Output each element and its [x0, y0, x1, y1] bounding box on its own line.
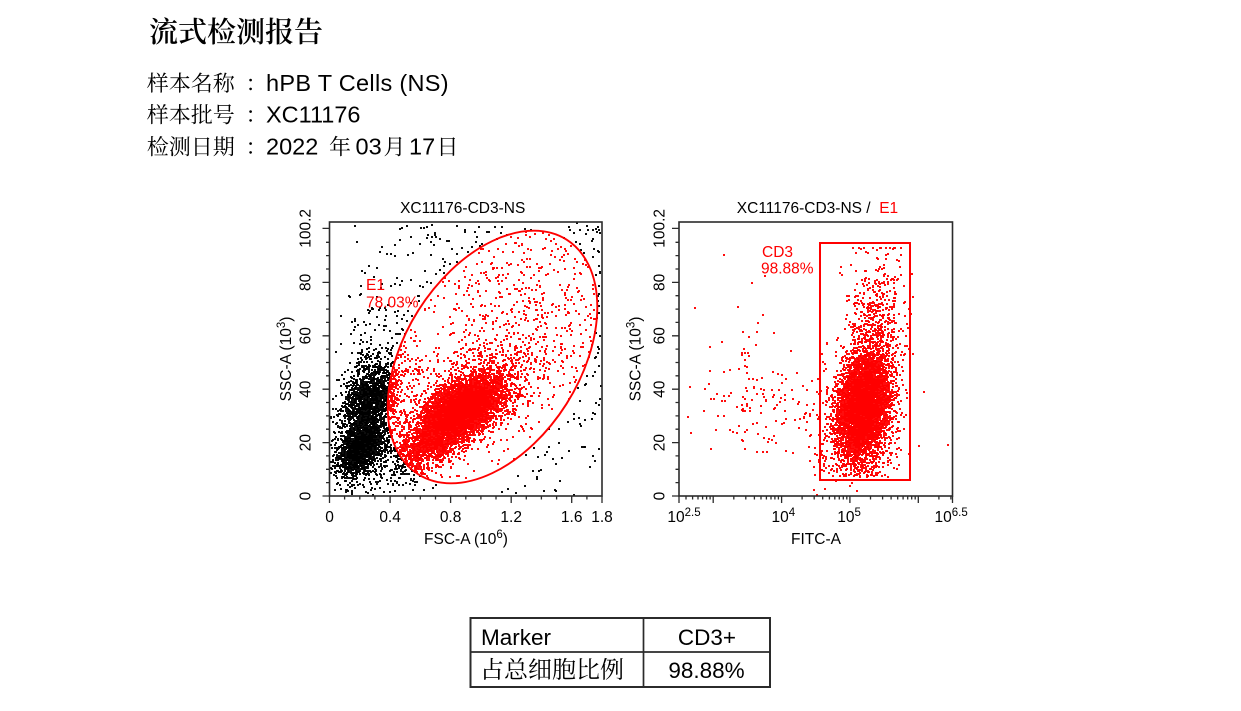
svg-text:XC11176-CD3-NS / E1: XC11176-CD3-NS / E1	[737, 200, 898, 217]
svg-text:FSC-A (106): FSC-A (106)	[424, 529, 508, 548]
svg-text:60: 60	[298, 327, 315, 345]
svg-text:1.8: 1.8	[591, 509, 613, 526]
svg-text:105: 105	[837, 507, 861, 526]
svg-text:60: 60	[652, 327, 669, 345]
svg-text:20: 20	[298, 434, 315, 452]
svg-text:CD3: CD3	[762, 244, 793, 261]
svg-text:XC11176: XC11176	[266, 102, 361, 128]
svg-text:106.5: 106.5	[935, 507, 968, 526]
svg-text:CD3+: CD3+	[678, 625, 736, 650]
svg-text:40: 40	[298, 380, 315, 398]
svg-text:78.03%: 78.03%	[366, 295, 419, 312]
svg-text:1.2: 1.2	[500, 509, 522, 526]
svg-text:0.8: 0.8	[440, 509, 462, 526]
svg-text:hPB T Cells (NS): hPB T Cells (NS)	[266, 70, 449, 96]
svg-text:Marker: Marker	[481, 625, 552, 650]
svg-text:98.88%: 98.88%	[761, 261, 814, 278]
svg-text:80: 80	[652, 273, 669, 291]
svg-text:0.4: 0.4	[379, 509, 401, 526]
svg-text:0: 0	[325, 509, 334, 526]
svg-text:20: 20	[652, 434, 669, 452]
svg-text:100.2: 100.2	[652, 209, 669, 248]
svg-text:FITC-A: FITC-A	[791, 531, 842, 548]
svg-text:XC11176-CD3-NS: XC11176-CD3-NS	[400, 200, 525, 217]
svg-text:E1: E1	[366, 277, 385, 294]
svg-text:98.88%: 98.88%	[668, 658, 744, 683]
svg-text:102.5: 102.5	[667, 507, 700, 526]
svg-text:SSC-A (103): SSC-A (103)	[276, 317, 295, 402]
svg-text:17: 17	[409, 134, 435, 160]
svg-text:2022: 2022	[266, 134, 318, 160]
svg-text:1.6: 1.6	[561, 509, 583, 526]
svg-text:03: 03	[356, 134, 382, 160]
svg-text:SSC-A (103): SSC-A (103)	[626, 317, 645, 402]
svg-text:80: 80	[298, 273, 315, 291]
svg-text:0: 0	[652, 491, 669, 500]
svg-text:104: 104	[772, 507, 796, 526]
svg-text:40: 40	[652, 380, 669, 398]
svg-text:100.2: 100.2	[298, 209, 315, 248]
svg-text:0: 0	[298, 491, 315, 500]
